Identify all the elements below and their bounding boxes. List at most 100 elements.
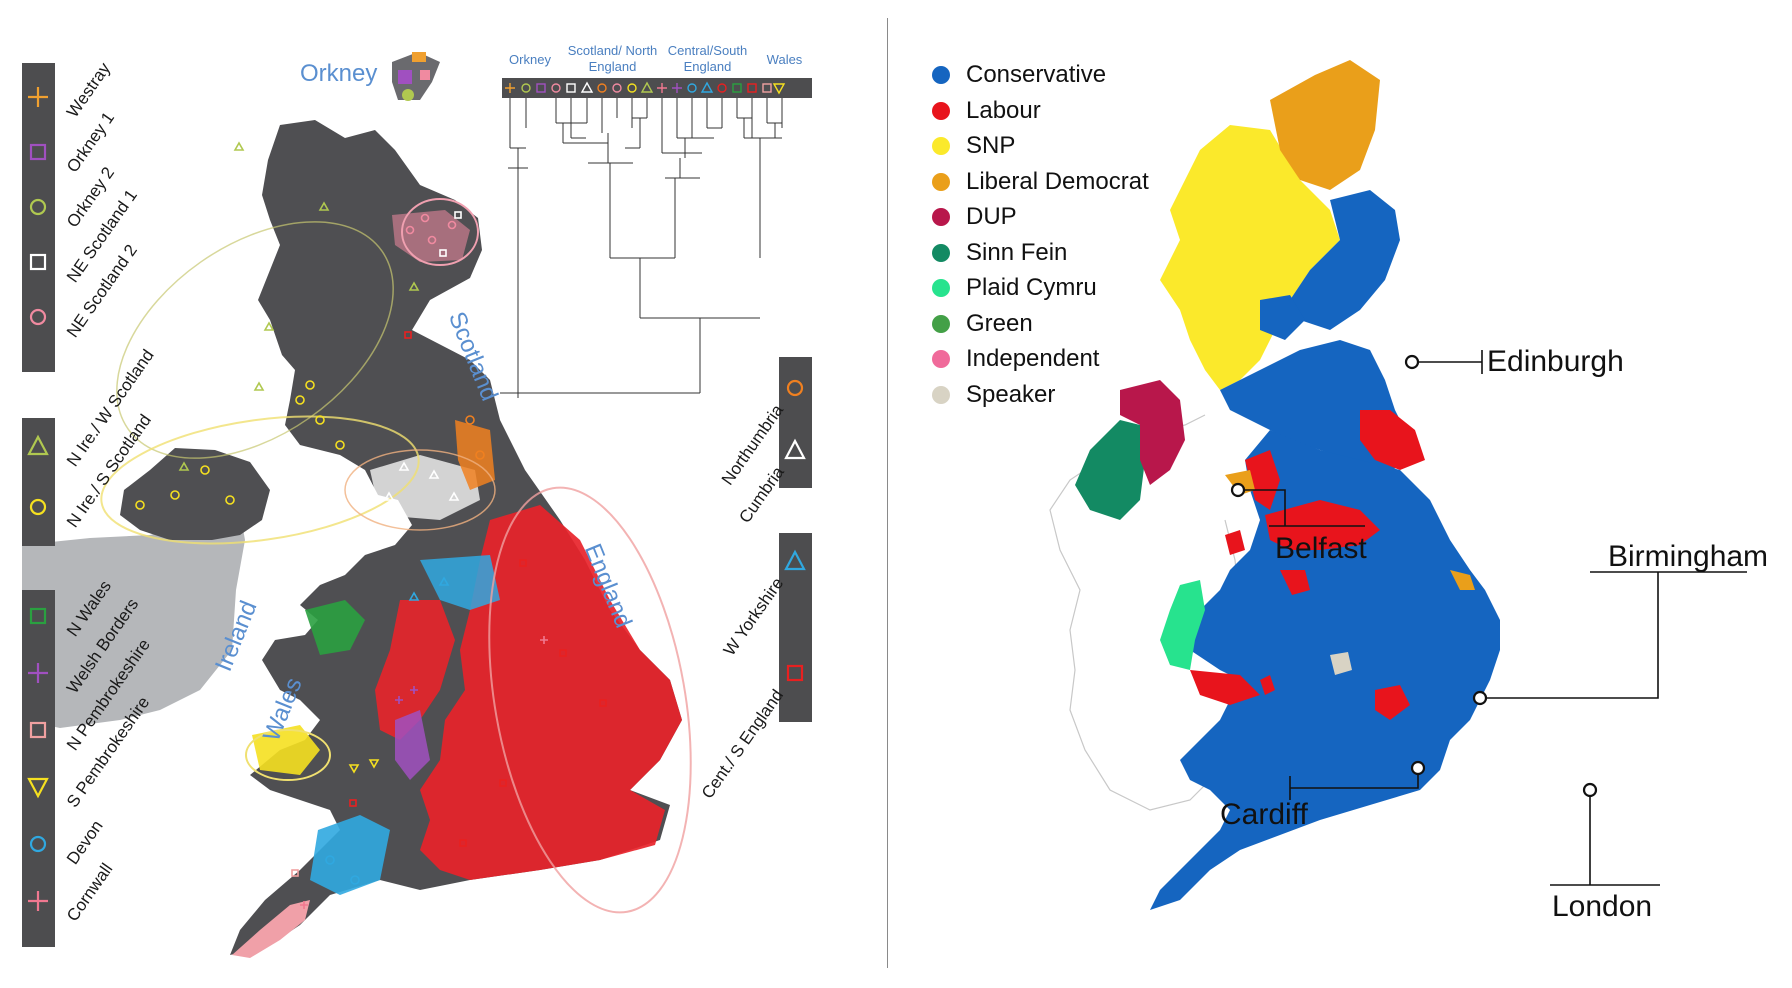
region-con-england [1150,430,1500,910]
dendrogram-header-central-south: Central/South England [667,43,748,74]
cluster-w-yorkshire [420,555,500,610]
legend-panel-group-c [22,590,55,947]
triangle-down-icon [25,774,51,800]
city-label-edinburgh: Edinburgh [1487,345,1624,378]
plus-icon [25,84,51,110]
circle-icon [782,375,808,401]
dendrogram-header-wales: Wales [766,52,803,67]
square-icon [25,249,51,275]
party-label: DUP [966,203,1017,230]
city-label-cardiff: Cardiff [1220,798,1308,831]
circle-icon [25,831,51,857]
legend-item: SNP [932,131,1015,161]
legend-panel-group-d [779,357,812,488]
legend-item: Plaid Cymru [932,273,1097,303]
dendrogram-header-scotland: Scotland/ North England [567,43,658,74]
party-label: Sinn Fein [966,238,1068,266]
legend-panel-group-a [22,63,55,372]
circle-icon [25,194,51,220]
northern-ireland [120,448,270,540]
region-lab-north-west [1245,450,1280,510]
party-swatch-icon [932,66,950,84]
cornwall-region [232,900,310,958]
party-label: Labour [966,96,1041,124]
square-icon [25,603,51,629]
legend-item: Independent [932,344,1099,374]
legend-item: Speaker [932,380,1055,410]
panel-divider [887,18,888,968]
cluster-northumbria [455,420,495,490]
dendrogram [500,78,812,398]
cardiff-marker [1410,760,1426,776]
legend-item: Conservative [932,60,1106,90]
region-libdem-cumbria [1225,470,1255,495]
cluster-n-wales [305,600,365,655]
orkney-isles [392,52,440,100]
birmingham-marker [1472,690,1488,706]
cluster-cumbria [370,455,480,520]
region-sinn-fein [1075,420,1145,520]
party-label: Green [966,309,1033,337]
city-label-belfast: Belfast [1275,532,1367,565]
legend-item: Green [932,309,1033,339]
square-icon [25,717,51,743]
cluster-s-pembrokeshire [252,725,320,775]
party-swatch-icon [932,385,950,404]
belfast-marker [1230,482,1246,498]
ellipse-s-pembrokeshire [245,729,331,781]
sample-markers [135,141,607,909]
cluster-welsh-borders [395,710,430,780]
party-label: SNP [966,132,1016,159]
triangle-icon [782,548,808,574]
region-lab-south-wales [1190,670,1260,705]
party-label: Liberal Democrat [966,167,1149,195]
region-dup [1120,380,1185,485]
region-lab-london [1375,685,1410,720]
plus-icon [25,660,51,686]
city-label-london: London [1552,890,1653,923]
party-label: Conservative [966,61,1107,88]
region-con-ne-scotland [1290,190,1400,330]
party-label: Independent [966,345,1100,372]
region-lab-merseyside [1225,530,1245,555]
party-swatch-icon [932,172,950,191]
legend-item: DUP [932,202,1017,232]
cluster-midlands [375,600,455,740]
party-swatch-icon [932,243,950,262]
city-label-birmingham: Birmingham [1608,540,1769,573]
circle-icon [25,494,51,520]
party-swatch-icon [932,279,950,297]
circle-icon [25,304,51,330]
triangle-icon [782,437,808,463]
ellipse-cumbria [344,449,496,531]
party-label: Plaid Cymru [966,274,1097,301]
region-lab-midlands [1280,570,1310,595]
city-annotations [1230,350,1747,886]
ireland-republic [22,512,245,728]
party-swatch-icon [932,101,950,120]
region-snp [1160,125,1340,390]
dendrogram-header-orkney: Orkney [509,52,551,67]
triangle-icon [25,433,51,459]
legend-item: Liberal Democrat [932,167,1149,197]
cluster-devon [310,815,390,895]
region-label-orkney: Orkney [300,60,378,87]
party-swatch-icon [932,350,950,368]
party-swatch-icon [932,314,950,333]
ellipse-england [488,486,692,914]
region-lab-yorks-lancs [1265,500,1380,550]
ellipse-ne-scotland [401,198,479,266]
square-icon [782,660,808,686]
legend-panel-group-e [779,533,812,722]
london-marker [1582,782,1598,798]
plus-icon [25,888,51,914]
election-map [1049,60,1500,910]
region-lab-bristol [1260,675,1275,695]
region-speaker [1330,652,1352,675]
legend-item: Labour [932,96,1041,126]
party-label: Speaker [966,380,1056,408]
region-lab-ne-england [1360,410,1425,470]
region-plaid-cymru [1160,580,1205,670]
edinburgh-marker [1404,354,1420,370]
